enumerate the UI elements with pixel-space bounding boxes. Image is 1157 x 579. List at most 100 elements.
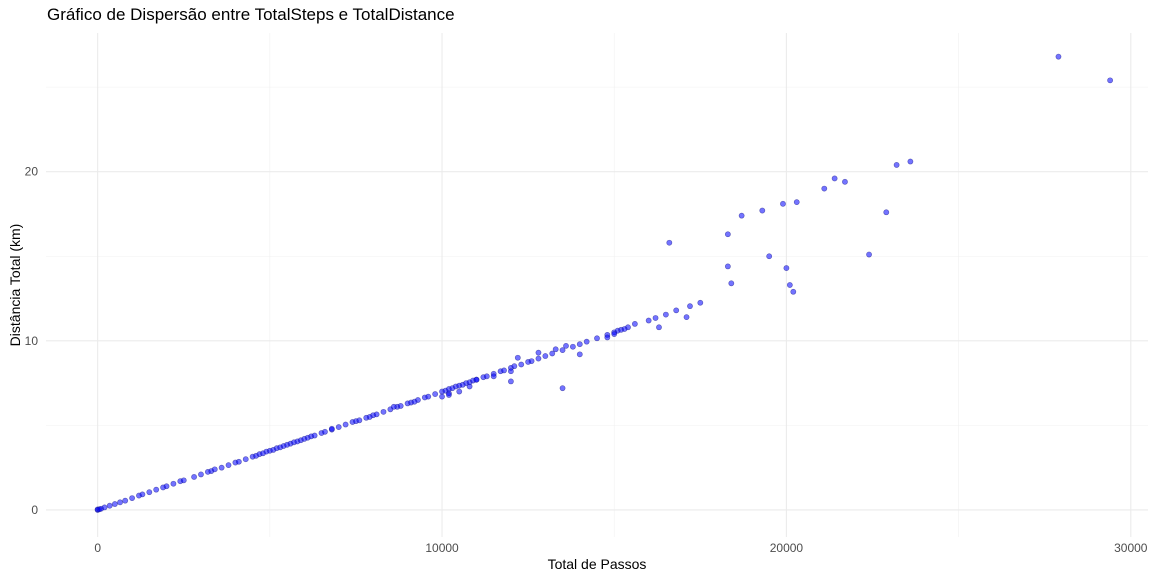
data-point [893,162,900,168]
data-point [335,424,342,430]
data-point [129,495,135,502]
data-point [780,200,786,207]
y-tick-labels: 0 10 20 [25,165,39,517]
data-points [94,53,1114,513]
data-point [511,363,518,370]
x-tick-labels: 0 10000 20000 30000 [94,541,1147,555]
data-point [793,199,800,206]
data-point [508,368,514,375]
data-point [611,331,618,337]
x-tick-label: 20000 [770,541,804,555]
data-point [552,346,559,353]
data-point [559,385,566,392]
data-point [432,391,439,397]
data-point [790,288,797,295]
data-point [621,326,628,332]
data-point [101,504,108,511]
data-point [153,486,160,493]
data-point [535,349,542,356]
x-tick-label: 30000 [1114,541,1148,555]
data-point [866,251,872,258]
data-point [821,185,828,192]
data-point [1055,53,1062,60]
data-point [842,178,848,185]
data-point [666,239,673,246]
data-point [211,466,218,473]
data-point [111,501,118,507]
data-point [342,421,349,428]
data-point [425,393,432,400]
data-point [322,428,328,435]
chart-title: Gráfico de Dispersão entre TotalSteps e … [47,5,455,24]
data-point [514,354,521,361]
data-point [738,212,745,219]
data-point [883,209,890,216]
data-point [122,497,129,504]
data-point [456,388,463,395]
data-point [594,335,600,342]
data-point [518,361,525,368]
data-point [831,175,838,182]
data-point [656,324,662,331]
data-point [501,367,507,374]
data-point [687,303,693,310]
data-point [356,417,363,424]
data-point [724,263,731,270]
data-point [146,489,153,496]
data-point [180,477,187,484]
data-point [786,282,793,288]
data-point [139,491,146,498]
data-point [163,483,170,490]
data-point [170,480,177,487]
data-point [783,265,790,271]
x-tick-label: 10000 [425,541,459,555]
data-point [759,207,766,214]
data-point [380,408,387,415]
data-point [508,378,514,385]
data-point [559,347,566,354]
data-point [683,314,690,321]
data-point [191,474,197,480]
y-tick-label: 10 [25,334,39,348]
data-point [576,341,583,348]
minor-gridlines [46,33,1148,537]
data-point [117,499,123,506]
data-point [673,307,680,314]
data-point [907,158,914,165]
data-point [390,403,397,410]
y-tick-label: 0 [31,503,38,517]
data-point [198,471,204,478]
data-point [483,373,490,380]
data-point [724,231,731,238]
x-axis-title: Total de Passos [548,556,647,572]
data-point [1107,77,1114,84]
data-point [576,351,583,358]
data-point [373,411,380,418]
data-point [563,342,569,349]
data-point [645,317,652,324]
data-point [242,456,249,463]
data-point [366,414,373,420]
data-point [490,373,497,380]
data-point [728,280,735,287]
data-point [583,338,590,345]
data-point [631,320,638,327]
data-point [225,462,232,469]
data-point [466,383,473,390]
x-tick-label: 0 [94,541,101,555]
data-point [662,311,669,318]
data-point [411,398,418,405]
y-tick-label: 20 [25,165,39,179]
data-point [439,393,445,400]
data-point [549,350,556,357]
major-gridlines [46,33,1148,537]
data-point [535,355,542,362]
data-point [542,353,549,359]
data-point [569,343,576,350]
data-point [235,458,242,465]
data-point [604,334,611,341]
data-point [528,358,535,365]
data-point [218,464,225,471]
